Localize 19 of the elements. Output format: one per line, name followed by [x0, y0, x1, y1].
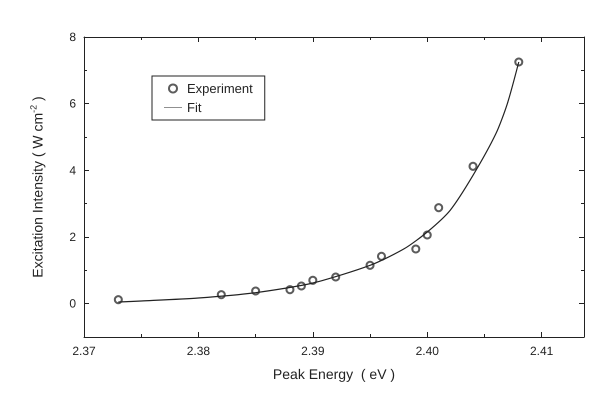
point [376, 252, 386, 261]
point [468, 162, 478, 171]
point [114, 295, 123, 304]
x-axis-title: Peak Energy ( eV ) [272, 366, 396, 382]
y-tick-label: 0 [69, 296, 76, 311]
point [434, 203, 444, 212]
y-tick-label: 4 [69, 163, 76, 178]
point [411, 244, 420, 254]
x-tick-label: 2.40 [416, 344, 440, 358]
x-tick-label: 2.41 [530, 344, 554, 358]
y-axis-title: Excitation Intensity ( W cm-2 ) [28, 96, 46, 278]
legend-label: Experiment [187, 81, 254, 96]
y-tick-label: 8 [69, 30, 76, 44]
y-tick-label: 6 [69, 96, 76, 111]
x-tick-label: 2.38 [186, 344, 210, 358]
legend-label: Fit [187, 100, 202, 115]
x-tick-label: 2.39 [301, 344, 325, 358]
x-tick-label: 2.37 [72, 344, 96, 358]
y-tick-label: 2 [69, 230, 76, 244]
